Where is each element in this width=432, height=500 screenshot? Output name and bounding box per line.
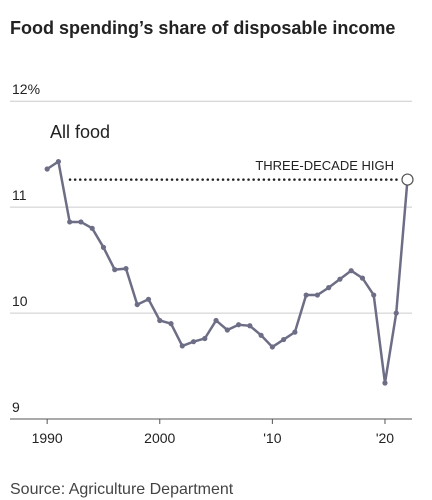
data-point: [258, 332, 264, 338]
x-tick-label: '10: [263, 430, 281, 446]
highlight-label: THREE-DECADE HIGH: [255, 158, 394, 173]
data-point: [100, 244, 107, 250]
data-point: [145, 296, 152, 302]
data-point: [303, 292, 309, 298]
data-point: [190, 339, 197, 345]
y-tick-label: 11: [12, 187, 27, 203]
data-point: [179, 343, 185, 349]
data-point: [157, 317, 163, 324]
annotation: All food: [50, 122, 110, 142]
data-point: [382, 380, 388, 386]
data-point: [326, 285, 332, 291]
data-point: [112, 267, 118, 273]
data-point: [168, 321, 174, 327]
data-point: [359, 275, 366, 281]
data-point: [202, 335, 208, 342]
data-point: [269, 344, 275, 350]
data-point: [44, 166, 50, 172]
data-point: [281, 336, 287, 343]
data-point: [89, 225, 95, 231]
x-tick-label: 2000: [144, 430, 175, 446]
y-tick-label: 12%: [12, 81, 40, 97]
data-point: [134, 301, 140, 308]
data-point: [314, 292, 321, 298]
data-point: [224, 327, 230, 333]
highlight-point: [401, 173, 414, 186]
data-point: [55, 158, 62, 165]
data-point: [337, 276, 343, 282]
x-tick-label: 1990: [32, 430, 63, 446]
data-point: [213, 317, 219, 324]
y-tick-label: 9: [12, 399, 20, 415]
data-point: [348, 268, 354, 274]
source: Source: Agriculture Department: [10, 481, 234, 498]
x-tick-label: '20: [376, 430, 394, 446]
data-point: [247, 323, 253, 329]
y-tick-label: 10: [12, 293, 28, 309]
data-line: [46, 159, 409, 384]
data-point: [393, 310, 399, 316]
data-point: [371, 292, 377, 298]
data-point: [78, 219, 84, 225]
chart-title: Food spending’s share of disposable inco…: [10, 18, 395, 38]
data-point: [292, 329, 298, 335]
data-point: [67, 219, 73, 225]
data-point: [235, 322, 242, 328]
data-point: [123, 265, 129, 272]
